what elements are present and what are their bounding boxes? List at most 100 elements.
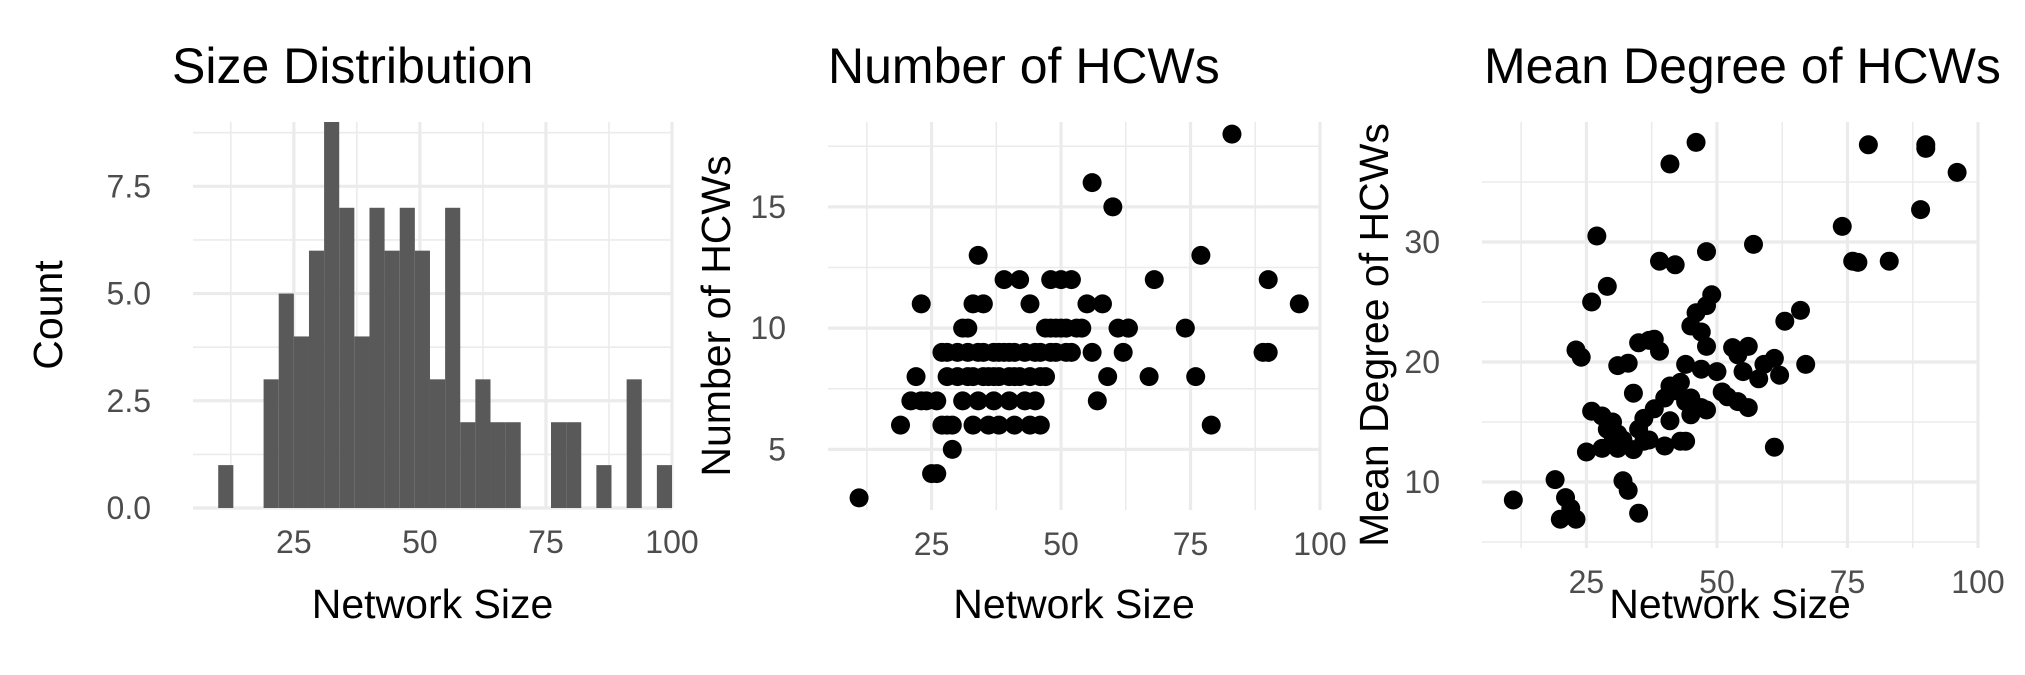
- x-tick-label: 100: [1293, 526, 1346, 562]
- scatter-point-43: [994, 270, 1014, 290]
- scatter-point-26: [963, 415, 983, 435]
- scatter-point-70: [1733, 362, 1753, 382]
- histogram-bar-3: [278, 293, 294, 508]
- y-tick-label: 30: [1404, 224, 1440, 260]
- grid: [828, 122, 1322, 510]
- histogram-bar-20: [566, 422, 582, 508]
- y-tick-label: 15: [750, 189, 786, 225]
- scatter-point-96: [1258, 342, 1278, 362]
- y-tick-label: 2.5: [107, 383, 151, 419]
- scatter-point-16: [942, 439, 962, 459]
- y-tick-label: 10: [1404, 464, 1440, 500]
- scatter-point-2: [891, 415, 911, 435]
- scatter-point-98: [1289, 294, 1309, 314]
- y-axis-label: Number of HCWs: [693, 155, 739, 476]
- x-tick-label: 50: [1043, 526, 1079, 562]
- scatter-point-91: [1186, 367, 1206, 387]
- scatter-point-89: [1916, 138, 1936, 158]
- y-tick-label: 5: [768, 431, 786, 467]
- scatter-point-47: [1670, 372, 1690, 392]
- x-tick-label: 50: [1699, 564, 1735, 600]
- scatter-point-17: [942, 415, 962, 435]
- scatter-point-63: [1036, 367, 1056, 387]
- scatter-point-50: [1676, 431, 1696, 451]
- scatter-point-41: [1660, 154, 1680, 174]
- scatter-point-81: [1092, 294, 1112, 314]
- x-tick-label: 75: [1173, 526, 1209, 562]
- scatter-point-79: [1775, 311, 1795, 331]
- scatter-point-50: [1010, 270, 1030, 290]
- points: [849, 124, 1309, 508]
- chart-panel-2: 25 50 75 100 5 10 15 Number of HCWs Network Size…: [693, 38, 1347, 627]
- scatter-point-28: [1629, 503, 1649, 523]
- scatter-point-25: [1618, 480, 1638, 500]
- scatter-point-72: [1738, 336, 1758, 356]
- histogram-bar-16: [475, 379, 491, 508]
- scatter-point-30: [968, 245, 988, 265]
- y-tick-label: 10: [750, 310, 786, 346]
- histogram-bar-11: [399, 207, 415, 508]
- scatter-point-63: [1702, 285, 1722, 305]
- scatter-point-2: [1545, 470, 1565, 490]
- scatter-point-92: [1191, 245, 1211, 265]
- panel-title: Number of HCWs: [828, 38, 1220, 94]
- scatter-point-85: [1113, 342, 1133, 362]
- histogram-bar-21: [596, 465, 612, 508]
- histogram-bar-7: [339, 207, 355, 508]
- panel-title: Mean Degree of HCWs: [1484, 38, 2001, 94]
- scatter-point-58: [1691, 322, 1711, 342]
- scatter-point-39: [1655, 436, 1675, 456]
- scatter-point-90: [1175, 318, 1195, 338]
- histogram-bar-10: [384, 250, 400, 508]
- scatter-point-32: [973, 294, 993, 314]
- scatter-point-49: [1004, 415, 1024, 435]
- scatter-point-34: [1639, 430, 1659, 450]
- y-axis-label: Mean Degree of HCWs: [1351, 123, 1397, 547]
- scatter-point-81: [1796, 354, 1816, 374]
- scatter-point-97: [1258, 270, 1278, 290]
- scatter-point-10: [1582, 292, 1602, 312]
- scatter-point-37: [1650, 251, 1670, 271]
- scatter-point-10: [927, 464, 947, 484]
- scatter-point-74: [1061, 342, 1081, 362]
- scatter-point-90: [1947, 162, 1967, 182]
- points: [1503, 132, 1967, 529]
- scatter-point-49: [1676, 354, 1696, 374]
- y-tick-label: 0.0: [107, 490, 151, 526]
- scatter-point-37: [984, 391, 1004, 411]
- scatter-point-76: [1764, 348, 1784, 368]
- x-tick-label: 25: [1569, 564, 1605, 600]
- chart-panel-1: 25 50 75 100 0.0 2.5 5.0 7.5 Size Distribution Ne…: [25, 38, 699, 627]
- histogram-bar-15: [460, 422, 476, 508]
- scatter-point-8: [1571, 347, 1591, 367]
- histogram-bar-13: [429, 379, 446, 508]
- histogram-bar-18: [505, 422, 521, 508]
- histogram-bar-14: [445, 207, 461, 508]
- scatter-point-1: [1503, 490, 1523, 510]
- grid: [1482, 122, 1980, 548]
- scatter-point-61: [1697, 242, 1717, 262]
- scatter-point-9: [927, 391, 947, 411]
- x-axis-label: Network Size: [1609, 581, 1851, 627]
- scatter-point-94: [1222, 124, 1242, 144]
- bars: [218, 122, 672, 508]
- scatter-point-6: [911, 294, 931, 314]
- scatter-point-76: [1072, 318, 1092, 338]
- scatter-point-20: [953, 391, 973, 411]
- histogram-bar-6: [324, 122, 340, 508]
- scatter-point-78: [1770, 365, 1790, 385]
- scatter-point-59: [1697, 336, 1717, 356]
- scatter-point-74: [1749, 369, 1769, 389]
- scatter-point-85: [1858, 135, 1878, 155]
- scatter-point-88: [1139, 367, 1159, 387]
- histogram-bar-1: [218, 465, 234, 508]
- scatter-point-78: [1082, 173, 1102, 193]
- histogram-bar-4: [293, 336, 309, 508]
- x-tick-label: 100: [1951, 564, 2004, 600]
- scatter-point-64: [1707, 362, 1727, 382]
- scatter-point-87: [1118, 318, 1138, 338]
- histogram-bar-9: [369, 207, 385, 508]
- scatter-point-71: [1738, 398, 1758, 418]
- histogram-bar-23: [656, 465, 672, 508]
